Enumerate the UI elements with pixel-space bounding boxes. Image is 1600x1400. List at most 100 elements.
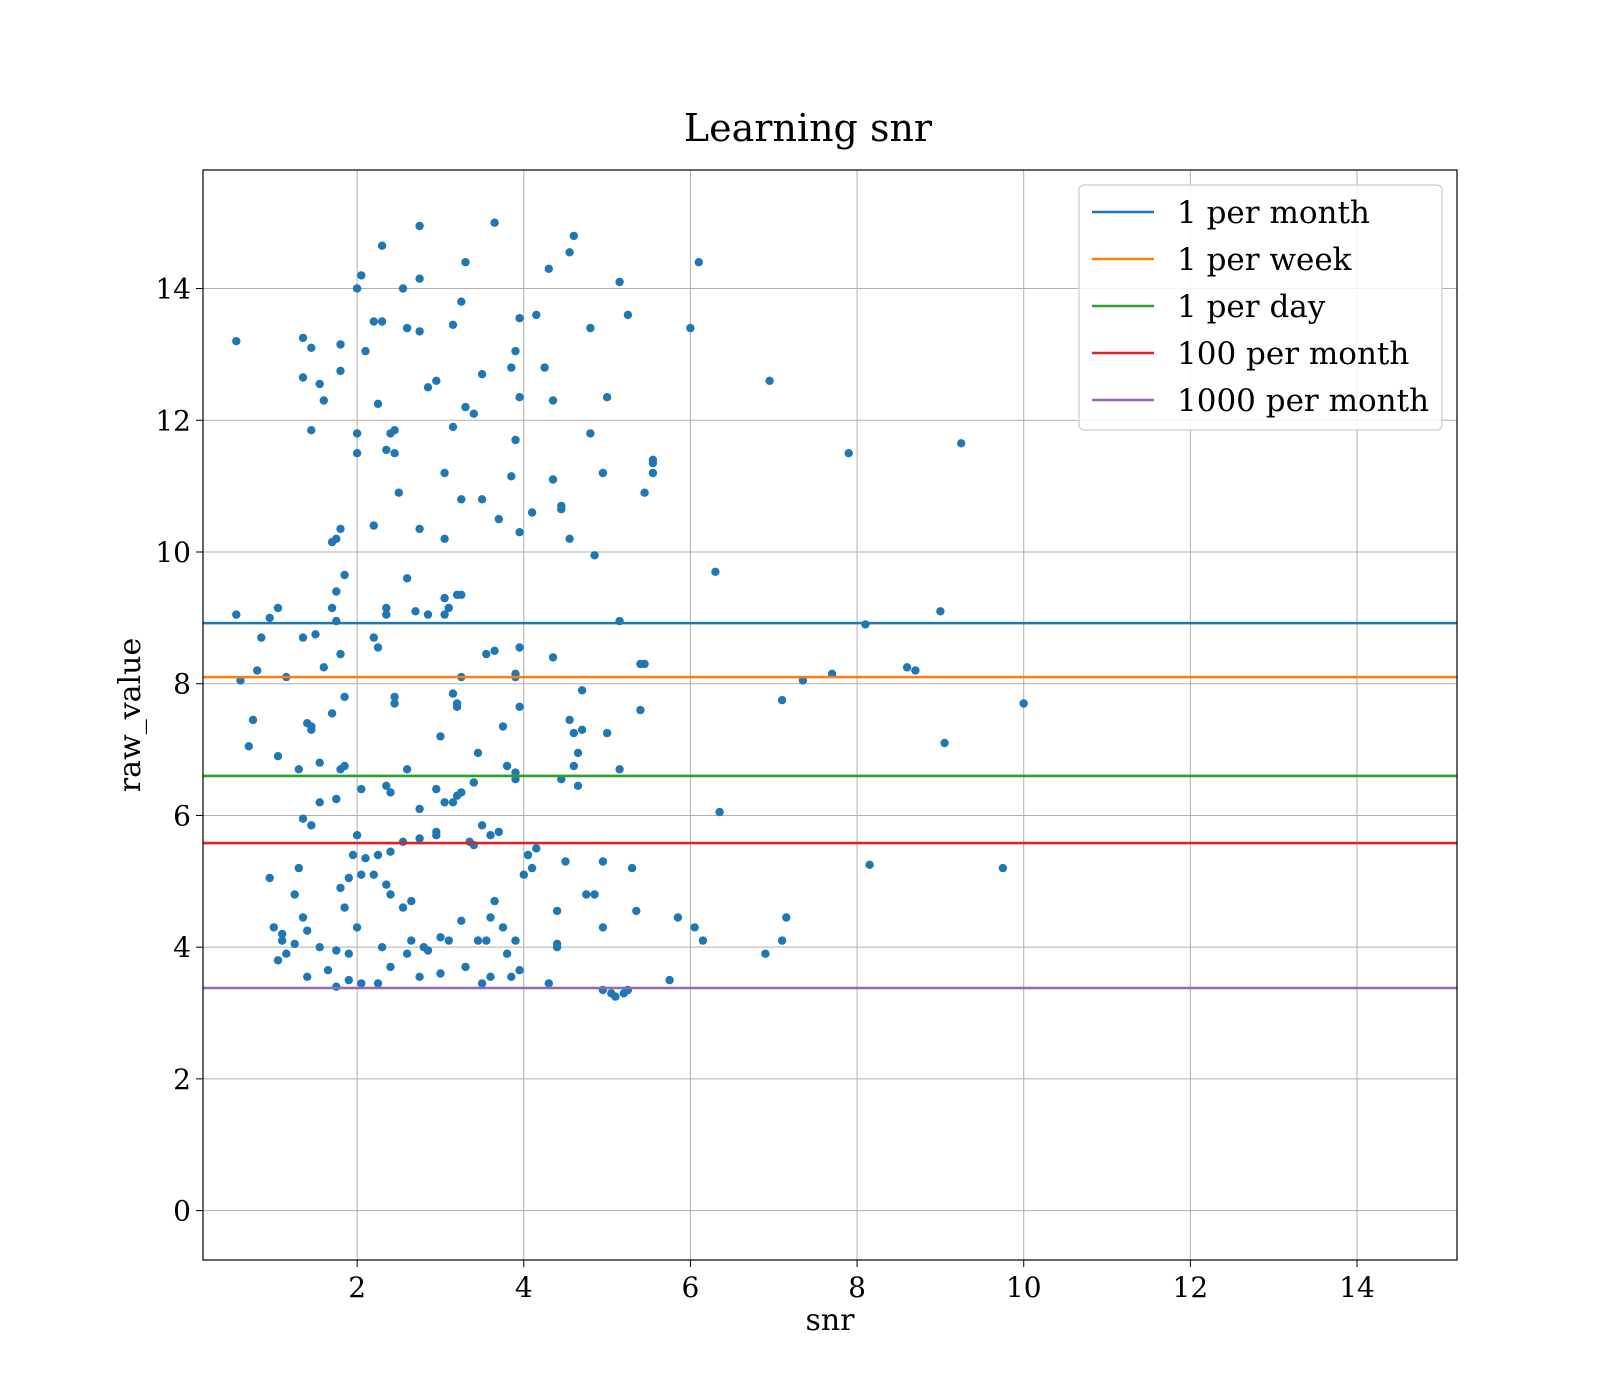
data-point — [273, 752, 283, 761]
data-point — [586, 429, 595, 438]
plot-frame — [202, 169, 1458, 1261]
data-point — [415, 274, 424, 283]
data-point — [477, 370, 487, 379]
data-point — [569, 231, 578, 241]
data-point — [598, 857, 608, 866]
data-point — [486, 972, 495, 981]
data-point — [623, 310, 633, 320]
data-point — [469, 778, 478, 787]
data-point — [298, 814, 308, 823]
data-point — [440, 798, 449, 807]
data-point — [502, 949, 512, 958]
data-point — [448, 320, 458, 329]
data-point — [715, 807, 724, 817]
data-point — [461, 962, 470, 972]
data-point — [377, 241, 387, 250]
data-point — [515, 702, 524, 711]
data-point — [557, 505, 566, 514]
data-point — [373, 643, 383, 652]
data-point — [423, 946, 433, 955]
data-point — [327, 603, 337, 613]
data-point — [552, 943, 562, 952]
data-point — [344, 949, 353, 958]
data-point — [482, 649, 491, 659]
data-point — [515, 393, 524, 402]
data-point — [511, 936, 520, 945]
data-point — [1019, 699, 1028, 708]
data-point — [440, 593, 449, 603]
data-point — [457, 495, 466, 504]
data-point — [432, 376, 441, 385]
data-point — [598, 923, 608, 932]
data-point — [765, 376, 774, 385]
data-point — [411, 607, 420, 616]
data-point — [336, 366, 345, 376]
data-point — [298, 373, 308, 382]
legend-label: 1 per week — [1177, 242, 1352, 278]
data-point — [282, 949, 291, 958]
data-point — [457, 590, 466, 599]
data-point — [477, 979, 487, 988]
data-point — [461, 258, 470, 267]
data-point — [432, 784, 441, 794]
y-axis-label: raw_value — [113, 638, 148, 792]
data-point — [590, 551, 599, 560]
data-point — [415, 327, 424, 336]
data-point — [307, 426, 316, 435]
data-point — [340, 570, 349, 580]
y-tick-label: 0 — [173, 1195, 191, 1228]
data-point — [648, 455, 658, 464]
data-point — [373, 850, 383, 860]
x-tick-label: 2 — [348, 1271, 366, 1304]
data-point — [457, 297, 466, 306]
data-point — [361, 854, 370, 863]
data-point — [582, 890, 591, 899]
data-point — [436, 969, 445, 978]
data-point — [673, 913, 683, 922]
data-point — [507, 972, 516, 981]
data-point — [444, 603, 453, 613]
legend-label: 1000 per month — [1177, 383, 1429, 419]
data-point — [278, 929, 287, 939]
data-point — [440, 534, 449, 543]
data-point — [473, 936, 483, 945]
data-point — [844, 449, 853, 458]
legend-label: 1 per month — [1177, 195, 1370, 231]
data-point — [577, 686, 587, 695]
data-point — [303, 926, 312, 935]
data-point — [686, 323, 695, 333]
x-tick-label: 8 — [848, 1271, 866, 1304]
data-point — [298, 913, 308, 922]
data-point — [340, 692, 349, 702]
data-point — [307, 343, 316, 352]
data-point — [382, 445, 391, 455]
data-point — [457, 788, 466, 797]
data-point — [698, 936, 708, 945]
data-point — [448, 798, 458, 807]
data-point — [382, 781, 391, 790]
data-point — [265, 613, 274, 623]
data-point — [436, 933, 445, 942]
data-point — [473, 748, 483, 758]
data-point — [507, 472, 516, 481]
x-tick-label: 12 — [1173, 1271, 1209, 1304]
legend-label: 100 per month — [1177, 336, 1409, 372]
data-point — [523, 850, 533, 860]
data-point — [532, 310, 541, 320]
data-point — [490, 896, 499, 906]
data-point — [602, 393, 612, 402]
data-point — [415, 524, 424, 534]
data-point — [407, 936, 416, 945]
data-point — [452, 699, 462, 708]
data-point — [444, 936, 453, 945]
legend-box — [1078, 184, 1443, 431]
data-point — [648, 468, 658, 478]
data-point — [307, 725, 316, 734]
data-point — [548, 653, 558, 662]
x-tick-label: 10 — [1006, 1271, 1042, 1304]
data-point — [398, 903, 408, 912]
data-point — [340, 761, 349, 771]
data-point — [436, 732, 445, 741]
data-point — [402, 949, 412, 958]
scatter-points — [232, 218, 1028, 1001]
